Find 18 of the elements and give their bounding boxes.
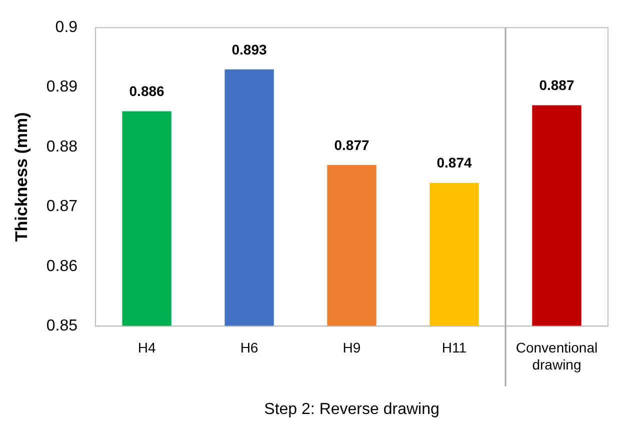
y-tick-label: 0.87 [46,198,78,216]
x-axis-title: Step 2: Reverse drawing [264,400,440,418]
data-label: 0.877 [334,136,370,153]
data-label: 0.887 [539,77,574,94]
y-axis-title: Thickness (mm) [12,112,31,242]
y-tick-label: 0.88 [46,138,78,156]
y-tick-label: 0.89 [46,78,78,96]
y-tick-label: 0.86 [46,258,78,275]
y-tick-label: 0.9 [55,19,78,36]
y-tick-label: 0.85 [46,318,78,335]
x-tick-label: H6 [240,339,258,356]
data-label: 0.893 [232,41,267,58]
x-tick-label: Conventional drawing [516,339,598,372]
data-label: 0.874 [436,154,472,171]
x-tick-label: H4 [138,339,156,356]
x-tick-label: H9 [342,339,361,356]
data-label: 0.886 [129,83,165,100]
x-tick-label: H11 [442,339,467,356]
